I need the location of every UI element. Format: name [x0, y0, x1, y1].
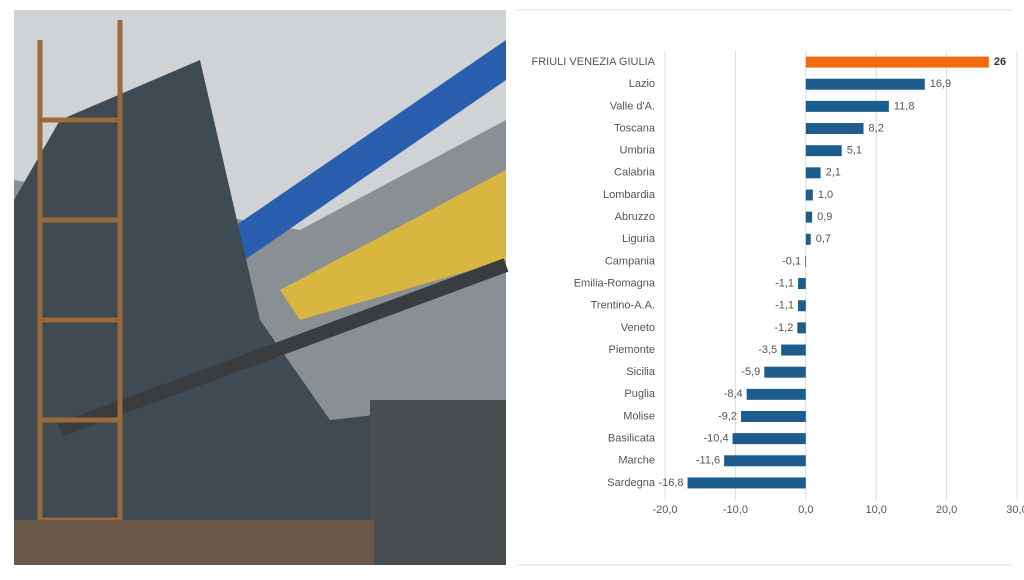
floor	[14, 520, 374, 565]
category-label: Veneto	[621, 322, 655, 334]
category-label: Liguria	[622, 233, 656, 245]
value-label: -0,1	[782, 255, 801, 267]
category-label: Puglia	[624, 388, 655, 400]
category-label: Sardegna	[607, 477, 656, 489]
category-label: Emilia-Romagna	[574, 277, 656, 289]
bar	[687, 477, 806, 489]
category-label: Umbria	[620, 145, 656, 157]
category-label: Campania	[605, 255, 656, 267]
value-label: -1,2	[774, 322, 793, 334]
value-label: -1,1	[775, 277, 794, 289]
scaffolding	[37, 20, 123, 565]
value-label: 0,7	[816, 233, 831, 245]
bar	[805, 211, 813, 223]
bar	[805, 145, 842, 157]
bar	[798, 300, 806, 312]
bar	[798, 278, 806, 290]
value-label: 16,9	[930, 78, 951, 90]
category-label: Lombardia	[603, 189, 656, 201]
bar	[805, 255, 806, 267]
category-label: Basilicata	[608, 433, 656, 445]
bar	[746, 388, 806, 400]
value-label: 0,9	[817, 211, 832, 223]
value-label: -10,4	[704, 433, 729, 445]
value-label: -9,2	[718, 410, 737, 422]
category-label: Lazio	[629, 78, 655, 90]
x-tick-label: 20,0	[936, 504, 957, 516]
bar	[805, 167, 821, 179]
bar	[805, 78, 925, 90]
x-tick-label: 30,0	[1006, 504, 1024, 516]
category-label: Toscana	[614, 122, 656, 134]
value-label: -16,8	[658, 477, 683, 489]
yellow-structure	[280, 170, 506, 320]
value-label: 8,2	[869, 122, 884, 134]
bar	[781, 344, 806, 356]
x-tick-label: 10,0	[865, 504, 886, 516]
value-label: -11,6	[696, 455, 720, 467]
category-label: Marche	[618, 455, 655, 467]
category-label: Sicilia	[626, 366, 656, 378]
x-tick-label: 0,0	[798, 504, 813, 516]
value-label: 26	[994, 56, 1006, 68]
value-label: 11,8	[894, 100, 915, 112]
x-tick-label: -20,0	[652, 504, 677, 516]
blue-beam	[200, 40, 506, 270]
bar	[732, 433, 806, 445]
x-tick-label: -10,0	[723, 504, 748, 516]
value-label: 5,1	[847, 145, 862, 157]
value-label: -1,1	[775, 300, 794, 312]
value-label: -8,4	[724, 388, 743, 400]
category-label: Calabria	[614, 167, 656, 179]
bar	[741, 410, 806, 422]
bar	[797, 322, 806, 334]
bar	[724, 455, 806, 467]
bar	[764, 366, 806, 378]
photo	[14, 10, 509, 565]
category-label: FRIULI VENEZIA GIULIA	[532, 56, 656, 68]
category-label: Valle d'A.	[610, 100, 655, 112]
bar	[805, 189, 813, 201]
bar	[805, 233, 811, 245]
value-label: -5,9	[741, 366, 760, 378]
value-label: -3,5	[758, 344, 777, 356]
category-label: Trentino-A.A.	[591, 300, 655, 312]
value-label: 2,1	[826, 167, 841, 179]
category-label: Abruzzo	[615, 211, 655, 223]
bar	[805, 123, 864, 135]
bar	[805, 56, 989, 68]
category-label: Molise	[623, 410, 655, 422]
steel-block	[370, 400, 506, 565]
bar	[805, 100, 889, 112]
value-label: 1,0	[818, 189, 833, 201]
pipe	[57, 258, 509, 437]
category-label: Piemonte	[609, 344, 655, 356]
